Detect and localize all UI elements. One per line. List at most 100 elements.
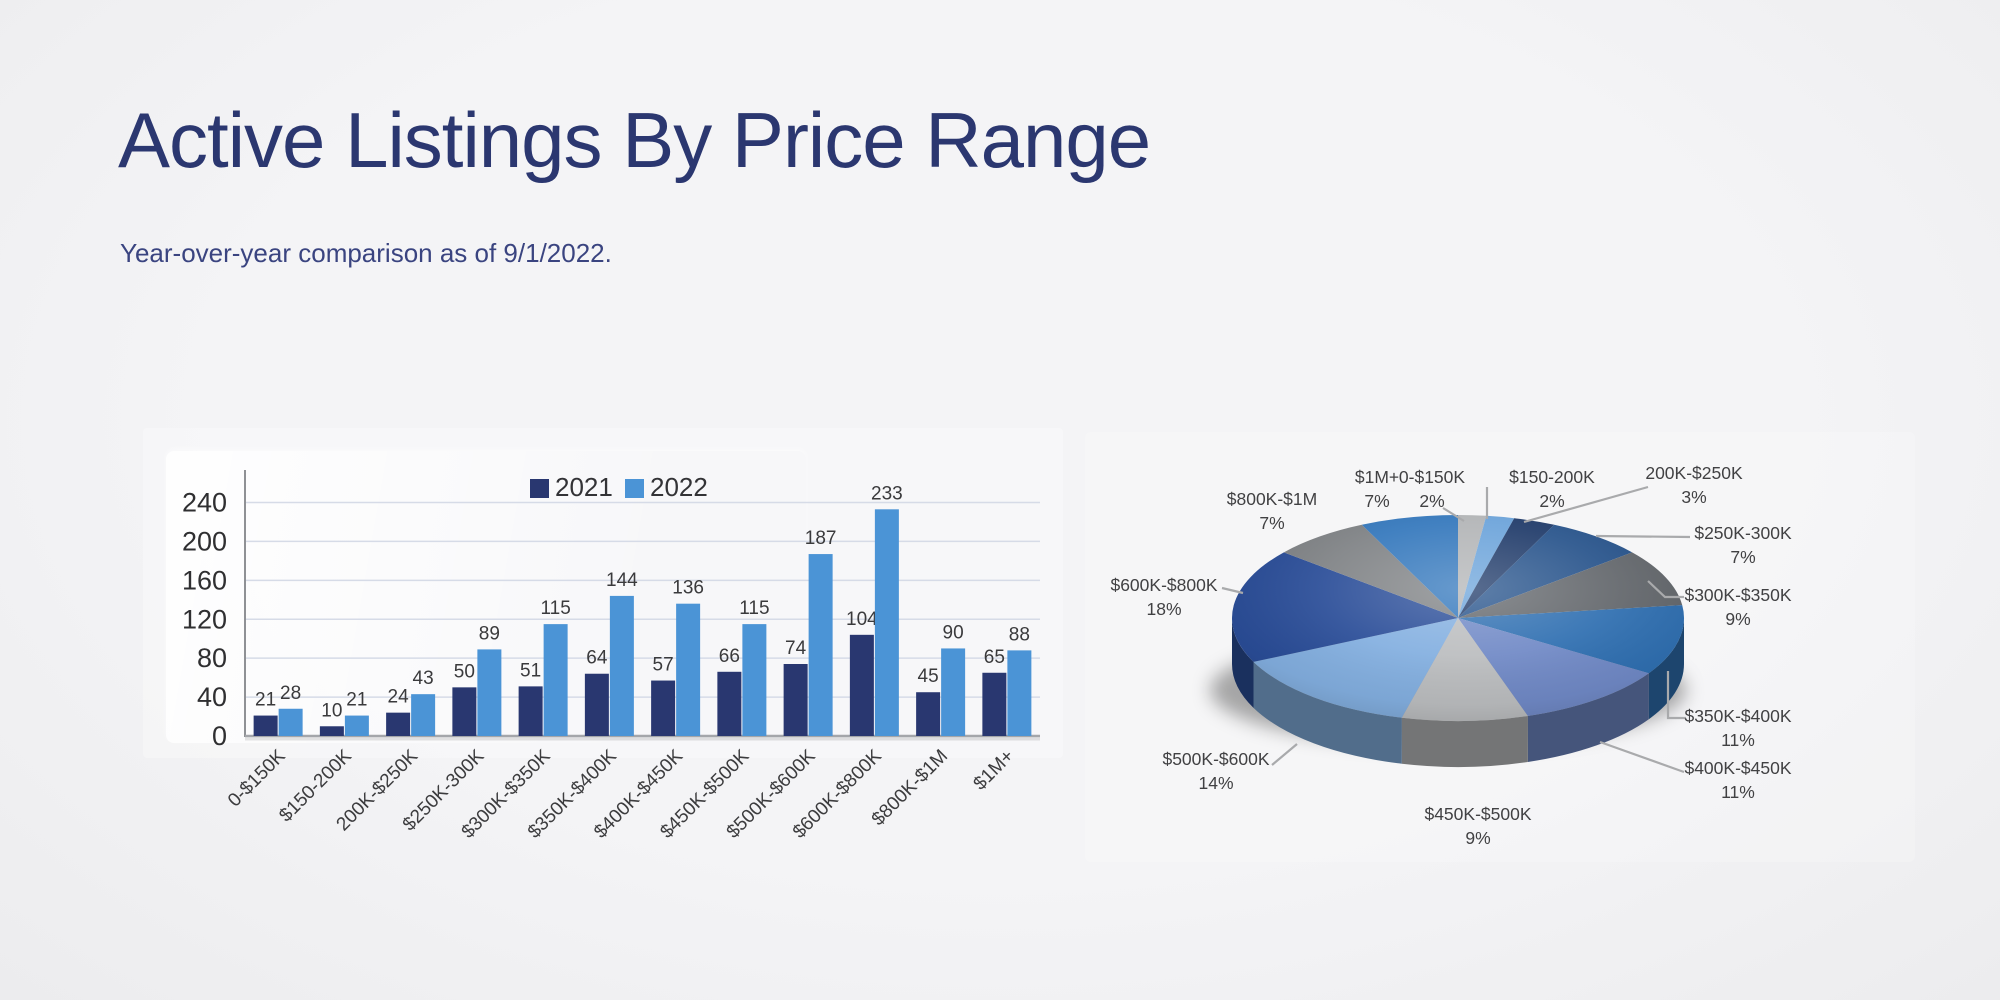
y-tick-label-120: 120 [182,604,227,634]
pie-label-0-$150K: 0-$150K [1399,467,1465,487]
bar-value-label-2021-$400K-$450K: 57 [653,655,674,676]
pie-label-$1M+: $1M+ [1355,467,1399,487]
pie-label-pct-$150-200K: 2% [1539,491,1564,511]
pie-label-pct-$1M+: 7% [1364,491,1389,511]
bar-2022-$1M+ [1007,650,1032,736]
bar-value-label-2021-$300K-$350K: 51 [520,660,541,681]
bar-2021-$400K-$450K [651,680,676,736]
pie-slice-side-$450K-$500K [1401,715,1528,767]
bar-2021-$250K-300K [452,687,477,736]
bar-2021-$450K-$500K [717,671,742,736]
legend-label-2021: 2021 [555,472,613,502]
bar-2021-$800K-$1M [916,692,941,736]
bar-2021-$350K-$400K [584,673,609,736]
bar-value-label-2022-$250K-300K: 89 [479,623,500,644]
page-title: Active Listings By Price Range [118,96,1151,184]
bar-value-label-2021-$350K-$400K: 64 [586,648,608,669]
legend-swatch-2021 [530,479,549,498]
pie-label-$600K-$800K: $600K-$800K [1110,575,1217,595]
bar-2021-200K-$250K [386,712,411,736]
bar-2022-0-$150K [278,708,303,736]
bar-2021-$1M+ [982,672,1007,736]
bar-2022-$500K-$600K [808,554,833,736]
pie-slice-side-$400K-$450K [1527,673,1649,762]
pie-label-pct-$350K-$400K: 11% [1721,730,1755,750]
bar-value-label-2021-200K-$250K: 24 [388,687,410,708]
y-tick-label-80: 80 [197,643,227,673]
bar-2022-$600K-$800K [874,509,899,736]
bar-2022-$350K-$400K [609,595,634,736]
category-label-$1M+: $1M+ [970,746,1019,795]
bar-value-label-2021-$250K-300K: 50 [454,661,475,682]
pie-label-pct-$300K-$350K: 9% [1725,609,1750,629]
y-tick-label-160: 160 [182,565,227,595]
pie-slice-side-$500K-$600K [1253,661,1402,764]
pie-label-$300K-$350K: $300K-$350K [1684,585,1791,605]
pie-label-pct-$400K-$450K: 11% [1721,782,1755,802]
bar-2022-$450K-$500K [742,624,767,736]
pie-label-$400K-$450K: $400K-$450K [1684,758,1791,778]
pie-label-pct-$450K-$500K: 9% [1465,828,1490,848]
bar-2022-$300K-$350K [543,624,568,736]
pie-leader-$350K-$400K [1666,671,1686,720]
bar-value-label-2022-$500K-$600K: 187 [805,528,837,549]
pie-leader-$400K-$450K [1599,740,1685,774]
y-tick-label-40: 40 [197,682,227,712]
bar-value-label-2022-$300K-$350K: 115 [540,598,570,619]
bar-2022-200K-$250K [411,694,436,736]
bar-value-label-2021-$500K-$600K: 74 [785,638,807,659]
pie-slice-side-$600K-$800K [1232,618,1254,708]
pie-leader-200K-$250K [1523,485,1649,524]
bar-2022-$400K-$450K [676,603,701,736]
bar-value-label-2022-200K-$250K: 43 [413,668,434,689]
bar-value-label-2022-$600K-$800K: 233 [871,483,903,504]
pie-label-$500K-$600K: $500K-$600K [1162,749,1269,769]
pie-label-pct-$800K-$1M: 7% [1259,513,1284,533]
bar-2022-$250K-300K [477,649,502,736]
bar-value-label-2022-$400K-$450K: 136 [672,578,704,599]
pie-label-pct-$250K-300K: 7% [1730,547,1755,567]
pie-label-$350K-$400K: $350K-$400K [1684,706,1791,726]
bar-value-label-2022-0-$150K: 28 [280,683,301,704]
pie-label-$150-200K: $150-200K [1509,467,1595,487]
bar-value-label-2021-$600K-$800K: 104 [846,609,878,630]
pie-leader-$300K-$350K [1647,580,1684,599]
pie-leader-$600K-$800K [1221,586,1244,595]
pie-label-pct-200K-$250K: 3% [1681,487,1706,507]
pie-label-pct-$500K-$600K: 14% [1198,773,1233,793]
bar-2021-$600K-$800K [849,634,874,736]
pie-label-pct-$600K-$800K: 18% [1146,599,1181,619]
bar-value-label-2022-$350K-$400K: 144 [606,570,638,591]
bar-2021-$150-200K [319,726,344,736]
pie-leader-0-$150K [1442,507,1465,522]
bar-value-label-2021-$1M+: 65 [984,647,1005,668]
pie-slice-side-$350K-$400K [1648,618,1684,720]
category-label-0-$150K: 0-$150K [224,745,290,811]
bar-value-label-2021-$800K-$1M: 45 [918,666,939,687]
pie-gloss-overlay [1232,515,1684,721]
bar-value-label-2022-$450K-$500K: 115 [739,598,769,619]
bar-value-label-2022-$1M+: 88 [1009,624,1030,645]
bar-2022-$800K-$1M [941,648,966,736]
pie-label-$450K-$500K: $450K-$500K [1424,804,1531,824]
page-subtitle: Year-over-year comparison as of 9/1/2022… [120,238,612,268]
pie-label-$250K-300K: $250K-300K [1694,523,1792,543]
legend-swatch-2022 [625,479,644,498]
y-tick-label-200: 200 [182,526,227,556]
pie-chart: 0-$150K 2% $150-200K 2% 200K-$250K 3% $250K-30… [1110,463,1792,848]
bar-value-label-2021-$450K-$500K: 66 [719,646,740,667]
legend-label-2022: 2022 [650,472,708,502]
pie-label-pct-0-$150K: 2% [1419,491,1444,511]
bar-2022-$150-200K [344,715,369,736]
bar-value-label-2021-0-$150K: 21 [255,690,276,711]
bar-2021-0-$150K [253,715,278,736]
pie-label-200K-$250K: 200K-$250K [1645,463,1743,483]
bar-value-label-2022-$150-200K: 21 [346,690,367,711]
bar-2021-$500K-$600K [783,664,808,736]
pie-leader-$500K-$600K [1271,743,1298,766]
bar-value-label-2022-$800K-$1M: 90 [943,622,964,643]
y-tick-label-0: 0 [212,721,227,751]
pie-label-$800K-$1M: $800K-$1M [1227,489,1317,509]
